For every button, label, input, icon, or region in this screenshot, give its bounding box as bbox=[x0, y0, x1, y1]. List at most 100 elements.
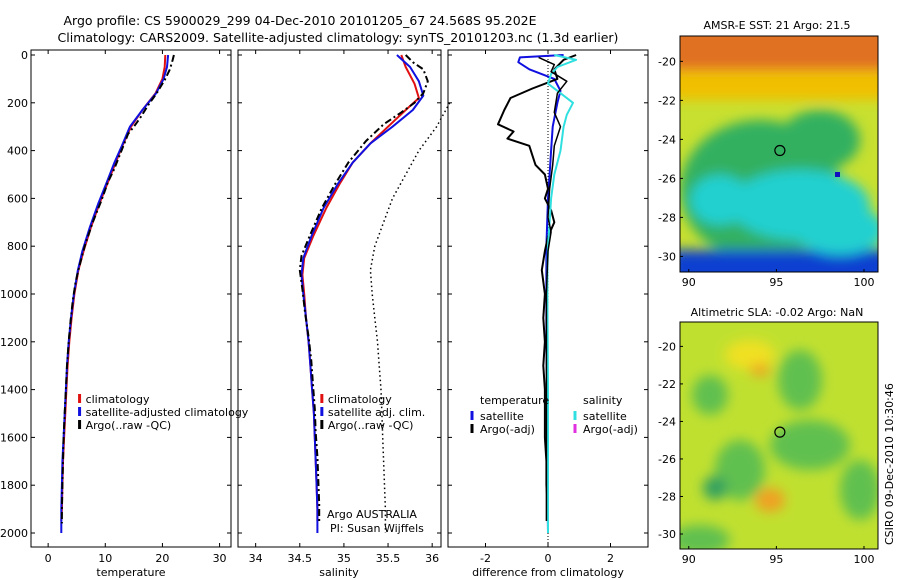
depth-tick-label: 1000 bbox=[0, 288, 28, 301]
sst-green-region-east bbox=[780, 110, 860, 170]
salinity-xlabel: salinity bbox=[319, 566, 359, 579]
sla-map-ytick-label: -28 bbox=[658, 490, 676, 503]
salinity-axes-frame bbox=[237, 49, 442, 548]
figure-title-line1: Argo profile: CS 5900029_299 04-Dec-2010… bbox=[63, 13, 536, 28]
sla-low-blob-west bbox=[692, 375, 728, 415]
sst-map-panel: AMSR-E SST: 21 Argo: 21.5 90 95 100 -20 -22 -… bbox=[658, 19, 879, 289]
salinity-legend-label: climatology bbox=[328, 393, 392, 406]
temperature-xtick-label: 10 bbox=[98, 552, 112, 565]
temperature-series-line-1 bbox=[60, 54, 170, 533]
salinity-annotation-line1: Argo AUSTRALIA bbox=[327, 508, 417, 521]
sla-map-ytick-label: -26 bbox=[658, 453, 676, 466]
sst-cyan-region-west bbox=[690, 175, 750, 225]
difference-xtick-label: 2 bbox=[607, 552, 614, 565]
temperature-panel: 0 10 20 30 0 200 400 600 800 1000 1200 1400 1600 1800… bbox=[0, 49, 249, 579]
difference-legend-label: Argo(-adj) bbox=[480, 423, 535, 436]
sla-map-ytick-label: -22 bbox=[658, 378, 676, 391]
sla-map-frame bbox=[679, 321, 879, 550]
difference-series-line-3 bbox=[538, 56, 568, 521]
sla-lowest-blob bbox=[703, 476, 727, 500]
depth-tick-label: 200 bbox=[7, 97, 28, 110]
sla-map-ytick-label: -24 bbox=[658, 415, 676, 428]
salinity-xtick-label: 35.5 bbox=[376, 552, 401, 565]
difference-panel: -2 0 2 temperature salinitysatelliteArgo(-a… bbox=[447, 49, 649, 579]
temperature-xtick-label: 20 bbox=[155, 552, 169, 565]
salinity-xtick-label: 36 bbox=[425, 552, 439, 565]
difference-legend-label: Argo(-adj) bbox=[583, 423, 638, 436]
temperature-xtick-label: 0 bbox=[45, 552, 52, 565]
salinity-series-line-0 bbox=[301, 54, 420, 521]
sla-peak-blob-north bbox=[750, 364, 770, 376]
sst-map-xtick-label: 95 bbox=[769, 276, 783, 289]
sla-map-xtick-label: 100 bbox=[853, 553, 874, 566]
sla-map-title: Altimetric SLA: -0.02 Argo: NaN bbox=[691, 306, 864, 319]
sst-cold-pixel bbox=[835, 172, 840, 177]
salinity-series-line-1 bbox=[300, 54, 425, 533]
sla-map-ytick-label: -30 bbox=[658, 528, 676, 541]
sst-map-ytick-label: -26 bbox=[658, 172, 676, 185]
difference-legend-label: satellite bbox=[583, 410, 627, 423]
sst-float-position-marker bbox=[774, 144, 786, 157]
sla-map-panel: Altimetric SLA: -0.02 Argo: NaN 90 95 100 -… bbox=[658, 306, 879, 566]
depth-tick-label: 2000 bbox=[0, 527, 28, 540]
sla-low-blob-southwest bbox=[715, 440, 765, 500]
temperature-legend-label: climatology bbox=[86, 393, 150, 406]
salinity-xtick-label: 34.5 bbox=[288, 552, 313, 565]
sla-low-blob-east bbox=[770, 420, 850, 470]
sst-map-ytick-label: -20 bbox=[658, 55, 676, 68]
sst-cold-band bbox=[680, 250, 878, 272]
sla-low-blob-bottom bbox=[680, 525, 730, 549]
depth-tick-label: 1200 bbox=[0, 336, 28, 349]
temperature-series-line-2 bbox=[60, 54, 175, 524]
sst-map-xtick-label: 90 bbox=[682, 276, 696, 289]
sla-peak-blob-south bbox=[755, 488, 785, 512]
sst-map-ytick-label: -22 bbox=[658, 94, 676, 107]
depth-tick-label: 400 bbox=[7, 145, 28, 158]
sst-cyan-region-south bbox=[795, 205, 878, 255]
salinity-legend-label: satellite adj. clim. bbox=[328, 406, 425, 419]
difference-series-line-0 bbox=[517, 54, 564, 534]
depth-tick-label: 1600 bbox=[0, 431, 28, 444]
depth-tick-label: 600 bbox=[7, 192, 28, 205]
salinity-annotation-line2: PI: Susan Wijffels bbox=[330, 522, 424, 535]
salinity-xtick-label: 35 bbox=[337, 552, 351, 565]
figure-title-line2: Climatology: CARS2009. Satellite-adjuste… bbox=[58, 30, 619, 45]
salinity-xtick-label: 34 bbox=[249, 552, 263, 565]
salinity-series-line-2 bbox=[298, 54, 429, 524]
sla-high-blob-north bbox=[725, 340, 775, 370]
temperature-series-line-0 bbox=[60, 54, 167, 522]
sla-float-position-marker bbox=[774, 426, 786, 438]
sla-heatmap bbox=[680, 322, 878, 549]
depth-tick-label: 1400 bbox=[0, 384, 28, 397]
sst-map-ytick-label: -30 bbox=[658, 250, 676, 263]
sst-map-ytick-label: -24 bbox=[658, 133, 676, 146]
difference-legend-salinity-heading: salinity bbox=[583, 394, 623, 407]
difference-xtick-label: 0 bbox=[545, 552, 552, 565]
difference-legend-label: satellite bbox=[480, 410, 524, 423]
temperature-legend-label: satellite-adjusted climatology bbox=[86, 406, 249, 419]
sst-map-ytick-label: -28 bbox=[658, 211, 676, 224]
footer-timestamp: CSIRO 09-Dec-2010 10:30:46 bbox=[883, 383, 896, 545]
depth-tick-label: 800 bbox=[7, 240, 28, 253]
sla-low-blob-southeast bbox=[840, 460, 878, 520]
sst-map-xtick-label: 100 bbox=[853, 276, 874, 289]
sst-map-frame bbox=[679, 35, 879, 273]
sla-map-ytick-label: -20 bbox=[658, 340, 676, 353]
depth-tick-label: 0 bbox=[21, 49, 28, 62]
temperature-legend-label: Argo(..raw -QC) bbox=[86, 419, 172, 432]
temperature-xlabel: temperature bbox=[96, 566, 165, 579]
sla-map-xtick-label: 95 bbox=[769, 553, 783, 566]
difference-xlabel: difference from climatology bbox=[472, 566, 624, 579]
sst-yellow-band bbox=[680, 70, 878, 100]
sst-map-title: AMSR-E SST: 21 Argo: 21.5 bbox=[703, 19, 850, 32]
difference-legend-temperature-heading: temperature bbox=[480, 394, 549, 407]
temperature-axes-frame bbox=[30, 49, 232, 548]
temperature-xtick-label: 30 bbox=[213, 552, 227, 565]
sla-low-blob-center bbox=[778, 350, 822, 410]
salinity-series-line-3 bbox=[369, 102, 451, 533]
difference-series-line-2 bbox=[546, 54, 578, 533]
depth-tick-label: 1800 bbox=[0, 479, 28, 492]
salinity-legend-label: Argo(..raw -QC) bbox=[328, 419, 414, 432]
